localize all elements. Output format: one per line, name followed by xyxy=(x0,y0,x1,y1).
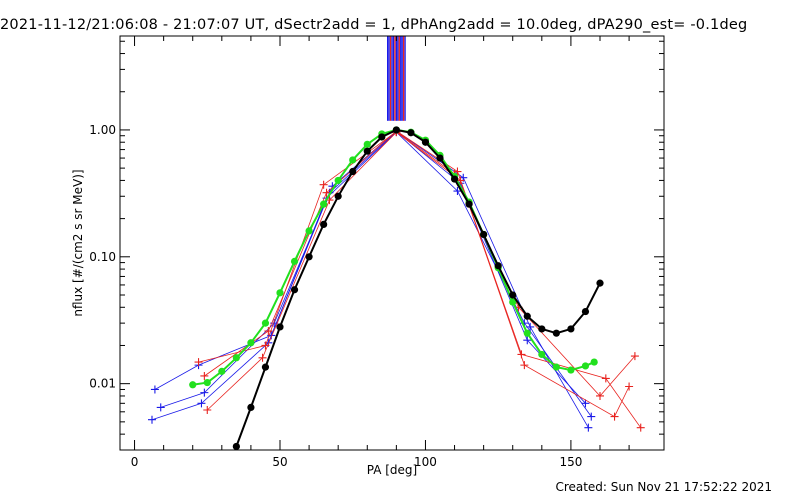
model-point xyxy=(421,138,430,146)
model-point xyxy=(581,307,590,316)
model-point xyxy=(276,323,284,331)
model-point xyxy=(590,358,598,366)
data-point xyxy=(625,382,634,391)
plot-title: 2021-11-12/21:06:08 - 21:07:07 UT, dSect… xyxy=(0,17,748,33)
model-point xyxy=(392,126,400,134)
model-point xyxy=(290,257,299,265)
model-point xyxy=(261,363,270,371)
model-point xyxy=(538,350,546,359)
model-point xyxy=(334,192,342,200)
data-point xyxy=(203,406,212,415)
model-point xyxy=(320,220,328,229)
data-point xyxy=(194,358,203,367)
model-point xyxy=(349,156,357,164)
data-point xyxy=(200,371,209,380)
model-point xyxy=(334,176,342,185)
data-point xyxy=(453,187,462,196)
model-point xyxy=(538,325,546,333)
data-point xyxy=(156,403,165,412)
data-point xyxy=(610,412,619,421)
data-point xyxy=(319,180,328,189)
x-tick-label: 0 xyxy=(131,455,139,469)
y-tick-label: 1.00 xyxy=(89,123,116,137)
model-point xyxy=(247,403,255,411)
x-tick-label: 50 xyxy=(272,455,287,469)
model-point xyxy=(320,200,328,208)
data-point xyxy=(322,188,331,197)
model-point xyxy=(247,339,255,347)
x-tick-label: 100 xyxy=(414,455,437,469)
model-point xyxy=(494,262,502,270)
axes-layer: 0 50 100 150 0.01 0.10 1.00 xyxy=(89,36,664,469)
model-point xyxy=(189,381,197,389)
model-point xyxy=(232,442,240,450)
data-point xyxy=(581,399,590,408)
model-point xyxy=(523,312,531,320)
model-point xyxy=(552,329,560,337)
series-line xyxy=(154,131,586,404)
plot-area xyxy=(148,36,645,450)
data-point xyxy=(636,423,645,432)
model-point xyxy=(363,147,371,155)
y-tick-label: 0.01 xyxy=(89,377,116,391)
model-point xyxy=(552,363,560,371)
data-layer xyxy=(148,36,645,450)
series-line xyxy=(160,130,589,428)
model-point xyxy=(523,329,531,337)
model-point xyxy=(567,366,575,374)
data-point xyxy=(523,336,532,345)
model-point xyxy=(567,325,575,333)
data-point xyxy=(148,415,156,424)
data-point xyxy=(453,167,462,176)
data-point xyxy=(601,374,610,383)
y-axis-label: nflux [#/(cm2 s sr MeV)] xyxy=(71,169,85,316)
data-point xyxy=(264,327,273,336)
series-line xyxy=(151,131,592,421)
x-tick-label: 150 xyxy=(559,455,582,469)
data-point xyxy=(197,399,206,408)
data-point xyxy=(596,391,604,400)
model-point xyxy=(509,291,517,299)
model-point xyxy=(436,154,444,162)
data-point xyxy=(630,352,639,361)
data-point xyxy=(520,361,529,370)
model-point xyxy=(261,319,270,327)
series-line xyxy=(204,130,642,428)
data-point xyxy=(587,412,596,421)
model-point xyxy=(509,298,517,306)
model-point xyxy=(276,289,284,297)
x-axis-label: PA [deg] xyxy=(367,463,417,477)
model-point xyxy=(349,167,357,176)
model-point xyxy=(581,362,590,370)
plot-frame xyxy=(119,35,665,451)
data-point xyxy=(584,423,593,432)
model-point xyxy=(465,200,473,208)
data-point xyxy=(200,388,209,397)
model-point xyxy=(232,354,240,362)
y-tick-label: 0.10 xyxy=(89,250,116,264)
model-point xyxy=(290,286,299,294)
series-line xyxy=(198,131,636,397)
data-point xyxy=(150,385,159,394)
model-point xyxy=(363,140,371,148)
model-point xyxy=(596,279,604,287)
model-point xyxy=(378,133,386,141)
model-point xyxy=(450,175,459,183)
creation-timestamp: Created: Sun Nov 21 17:52:22 2021 xyxy=(555,480,772,494)
model-point xyxy=(218,367,226,375)
model-curve-line xyxy=(192,128,595,386)
model-point xyxy=(305,253,313,261)
model-point xyxy=(480,230,488,239)
model-point xyxy=(305,227,313,235)
series-line xyxy=(207,131,630,418)
data-point xyxy=(258,353,267,362)
model-point xyxy=(203,378,211,387)
model-point xyxy=(407,129,415,137)
